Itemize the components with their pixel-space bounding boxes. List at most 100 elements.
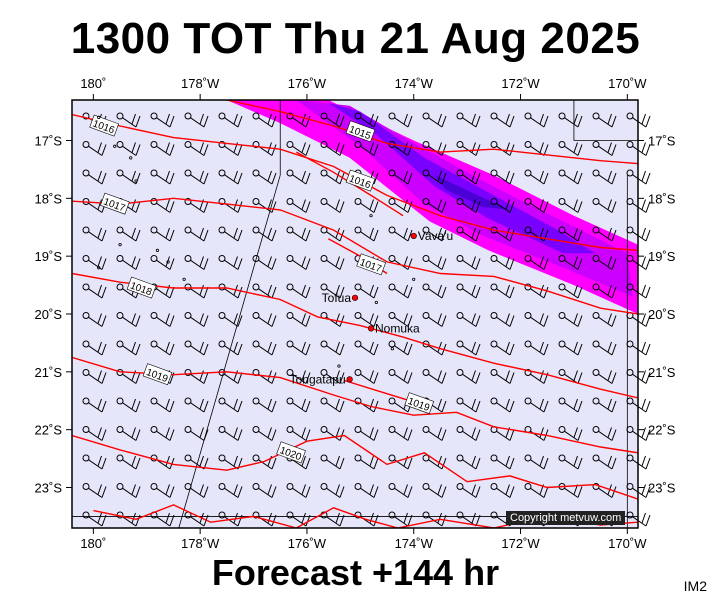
rain-band — [226, 100, 638, 314]
wind-barb — [320, 483, 345, 498]
island-outline — [390, 347, 394, 351]
wind-barb — [388, 369, 413, 384]
copyright-label: Copyright metvuw.com — [506, 511, 626, 525]
wind-barb — [150, 340, 175, 356]
wind-barb — [184, 483, 209, 498]
wind-barb — [184, 312, 209, 327]
wind-barb — [422, 426, 447, 441]
wind-barb — [388, 426, 413, 441]
wind-barb — [82, 454, 107, 470]
wind-barb — [490, 426, 515, 441]
lat-tick-label-left: 22˚S — [35, 423, 63, 438]
wind-barb — [524, 169, 549, 185]
wind-barb — [116, 483, 141, 498]
wind-barb — [150, 169, 175, 185]
wind-barb — [422, 454, 447, 470]
lat-tick-label-right: 19˚S — [648, 249, 676, 264]
wind-barb — [592, 198, 617, 213]
wind-barb — [388, 112, 413, 128]
place-marker — [410, 232, 417, 240]
lon-tick-label-top: 172˚W — [501, 76, 540, 91]
wind-barb — [524, 312, 549, 327]
wind-barb — [320, 169, 345, 185]
wind-barb — [490, 454, 515, 470]
wind-barb — [456, 340, 481, 356]
wind-barb — [490, 169, 515, 185]
wind-barb — [184, 141, 209, 156]
wind-barb — [592, 397, 617, 413]
wind-barb — [626, 141, 651, 156]
wind-barb — [354, 340, 379, 356]
place-marker — [346, 376, 353, 383]
wind-barb — [252, 169, 277, 185]
wind-barb — [286, 141, 311, 156]
wind-barb — [524, 255, 549, 270]
wind-barb — [218, 511, 243, 527]
place-labels: Vava'u Tofua Nomuka Tongatapu — [290, 229, 454, 386]
wind-barb — [150, 397, 175, 413]
wind-barb — [388, 226, 413, 242]
wind-barb — [184, 112, 209, 128]
wind-barb — [422, 226, 447, 242]
wind-barb — [150, 426, 175, 441]
wind-barb — [490, 369, 515, 384]
isobar-label: 1016 — [345, 169, 376, 192]
wind-barb — [490, 283, 515, 299]
wind-barb — [558, 255, 583, 270]
wind-barb — [82, 483, 107, 498]
wind-barb — [592, 226, 617, 242]
wind-barb — [490, 255, 515, 270]
lat-tick-label-right: 22˚S — [648, 423, 676, 438]
wind-barb — [524, 397, 549, 413]
island-outline — [134, 179, 138, 183]
wind-barb — [82, 226, 107, 242]
wind-barb — [592, 169, 617, 185]
island-outline — [129, 156, 133, 160]
wind-barb — [456, 255, 481, 270]
wind-barb — [116, 312, 141, 327]
wind-barb — [354, 141, 379, 156]
wind-barb — [388, 283, 413, 299]
wind-barb — [592, 426, 617, 441]
lon-tick-label-bottom: 180˚ — [80, 536, 106, 551]
wind-barb — [490, 483, 515, 498]
wind-barb — [116, 112, 141, 128]
wind-barb — [490, 397, 515, 413]
island-outline — [113, 144, 117, 148]
place-marker — [367, 325, 375, 332]
wind-barb — [150, 511, 175, 527]
wind-barb — [524, 112, 549, 128]
island-outline — [369, 214, 373, 218]
place-name: Vava'u — [418, 229, 453, 243]
wind-barb — [184, 397, 209, 413]
wind-barb — [252, 141, 277, 156]
wind-barb — [82, 283, 107, 299]
wind-barb — [252, 340, 277, 356]
wind-barb — [150, 226, 175, 242]
wind-barb — [456, 454, 481, 470]
image-tag: IM2 — [683, 578, 707, 594]
island-outline — [182, 277, 186, 281]
wind-barb — [184, 283, 209, 299]
wind-barb — [150, 312, 175, 327]
wind-barb — [558, 141, 583, 156]
wind-barb — [388, 198, 413, 213]
wind-barb — [456, 112, 481, 128]
wind-barb — [456, 426, 481, 441]
wind-barb — [82, 397, 107, 413]
wind-barb — [320, 340, 345, 356]
wind-barb — [184, 340, 209, 356]
wind-barb — [456, 312, 481, 327]
lon-tick-label-top: 180˚ — [80, 76, 106, 91]
wind-barb — [592, 112, 617, 128]
lon-tick-label-bottom: 172˚W — [501, 536, 540, 551]
wind-barb — [422, 198, 447, 213]
wind-barb — [320, 283, 345, 299]
wind-barb — [184, 255, 209, 270]
place-name: Nomuka — [375, 321, 420, 335]
wind-barb — [626, 369, 651, 384]
island-outline — [166, 260, 170, 264]
wind-barb — [558, 312, 583, 327]
